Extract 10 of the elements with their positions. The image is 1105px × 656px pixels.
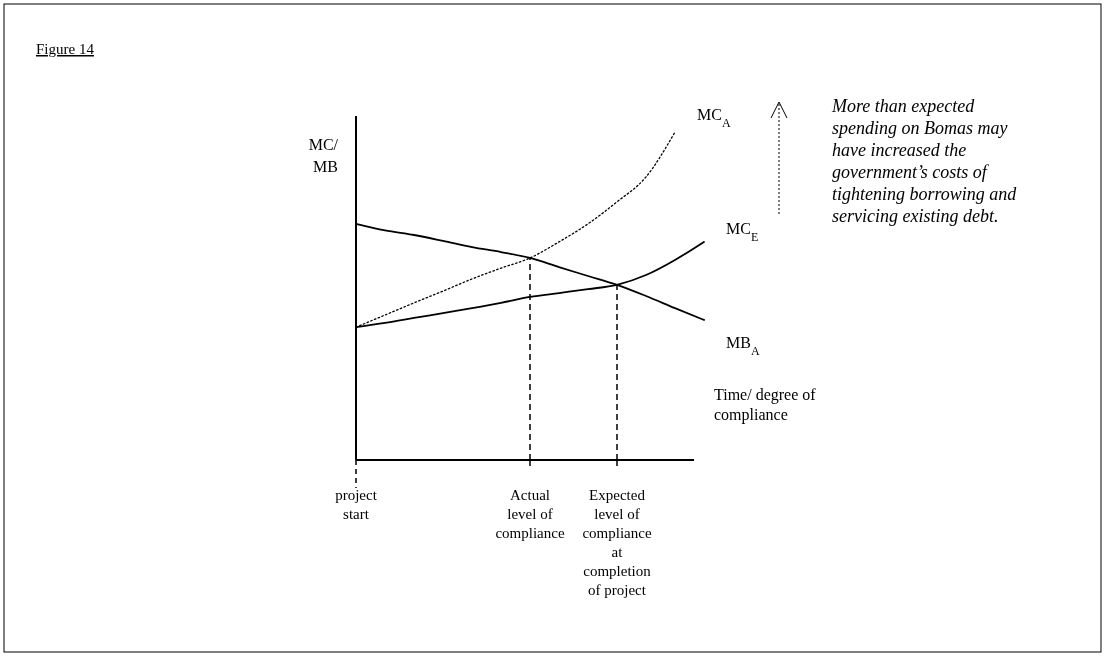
x-tick-label: project start — [335, 487, 378, 522]
x-axis-title: Time/ degree of compliance — [714, 386, 817, 424]
x-tick-label: Actual level of compliance — [495, 487, 565, 541]
y-axis-title: MC/ MB — [308, 136, 339, 175]
series-label: MC$_{E}$ — [726, 219, 759, 244]
x-tick-label: Expected level of compliance at completion of project — [582, 487, 652, 598]
series-label: MC$_{A}$ — [697, 106, 731, 130]
text: More than expected spending on Bomas may have increased the government’s costs of tightening borrowing and servicing existing debt. — [831, 96, 1018, 226]
text: Figure 14 — [36, 41, 95, 57]
series-label: MB$_{A}$ — [726, 333, 760, 358]
